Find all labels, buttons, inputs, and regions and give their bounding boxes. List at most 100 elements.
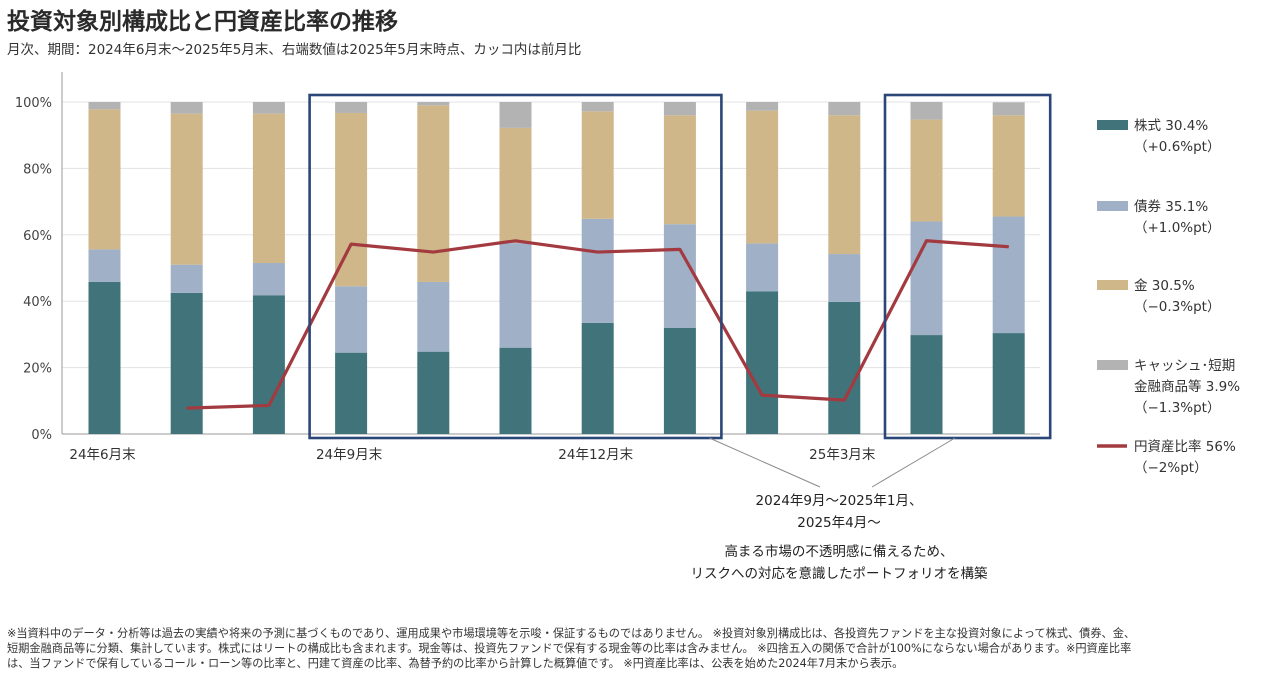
bar-segment xyxy=(910,221,943,336)
legend-label: 株式 30.4% xyxy=(1134,118,1208,134)
chart-subtitle: 月次、期間：2024年6月末～2025年5月末、右端数値は2025年5月末時点、… xyxy=(7,42,582,58)
bar-segment xyxy=(417,351,450,434)
line-point xyxy=(926,240,927,242)
bar-segment xyxy=(663,115,696,225)
highlight-box xyxy=(883,93,1052,440)
bar-segment xyxy=(252,295,285,434)
line-point xyxy=(679,248,681,250)
x-tick-label: 24年6月末 xyxy=(69,447,136,463)
y-tick-label: 80% xyxy=(23,162,52,177)
legend-swatch xyxy=(1097,280,1128,290)
line-point xyxy=(268,404,270,406)
bar-segment xyxy=(499,347,532,434)
bar-segment xyxy=(581,322,614,434)
bar-segment xyxy=(170,113,203,265)
bar-segment xyxy=(88,249,121,282)
bar-segment xyxy=(992,102,1025,116)
footnote: ※当資料中のデータ・分析等は過去の実績や将来の予測に基づくものであり、運用成果や… xyxy=(7,626,1275,671)
line-point xyxy=(515,240,516,242)
line-point xyxy=(432,251,434,253)
line-point xyxy=(843,399,845,401)
bar-segment xyxy=(663,224,696,328)
bar-segment xyxy=(417,102,450,106)
annotation-line-4: リスクへの対応を意識したポートフォリオを構築 xyxy=(691,565,988,582)
bar-segment xyxy=(828,115,861,255)
line-point xyxy=(350,243,352,245)
bar-segment xyxy=(910,119,943,222)
bar-segment xyxy=(746,243,779,292)
bar-segment xyxy=(581,111,614,219)
bar-segment xyxy=(499,243,532,348)
legend-swatch xyxy=(1097,201,1128,211)
y-tick-label: 40% xyxy=(23,295,52,310)
bar-segment xyxy=(828,301,861,434)
legend-label: （−0.3%pt） xyxy=(1134,299,1220,315)
bar-segment xyxy=(910,335,943,434)
legend-label: 円資産比率 56% xyxy=(1134,438,1236,455)
bar-segment xyxy=(992,115,1025,217)
legend-swatch xyxy=(1097,120,1128,130)
bar-segment xyxy=(335,102,368,113)
bar-segment xyxy=(581,218,614,323)
chart-title: 投資対象別構成比と円資産比率の推移 xyxy=(7,9,398,35)
legend-label: （+1.0%pt） xyxy=(1134,220,1220,236)
bar-segment xyxy=(252,263,285,296)
x-axis-ticks: 24年6月末 24年9月末 24年12月末 25年3月末 xyxy=(69,447,876,463)
footnote-line-1: ※当資料中のデータ・分析等は過去の実績や将来の予測に基づくものであり、運用成果や… xyxy=(7,627,1136,640)
bar-segment xyxy=(746,291,779,434)
bar-segment xyxy=(581,102,614,112)
bar-segment xyxy=(88,281,121,434)
legend-label: キャッシュ･短期 xyxy=(1134,358,1235,374)
annotation-line-2: 2025年4月～ xyxy=(797,515,880,531)
gridlines xyxy=(61,72,1040,435)
bar-segment xyxy=(170,292,203,434)
x-tick-label: 24年9月末 xyxy=(316,447,383,463)
footnote-line-2: 短期金融商品等に分類、集計しています。株式にはリートの構成比も含まれます。現金等… xyxy=(7,642,1132,655)
legend-label: （+0.6%pt） xyxy=(1134,139,1220,155)
bar-segment xyxy=(663,102,696,116)
bar-segment xyxy=(88,102,121,110)
bar-segment xyxy=(252,102,285,114)
bar-segment xyxy=(335,286,368,353)
legend-label: 金融商品等 3.9% xyxy=(1134,378,1240,395)
bar-segment xyxy=(746,110,779,244)
bar-segment xyxy=(910,102,943,120)
callout-line xyxy=(871,437,956,488)
legend-label: 金 30.5% xyxy=(1134,278,1195,294)
annotation: 2024年9月～2025年1月、 2025年4月～ 高まる市場の不透明感に備える… xyxy=(691,493,988,582)
line-point xyxy=(186,407,188,409)
bar-segment xyxy=(170,102,203,114)
bar-segment xyxy=(170,264,203,293)
bar-segment xyxy=(88,109,121,250)
legend-label: 債券 35.1% xyxy=(1134,199,1208,215)
bar-segment xyxy=(335,112,368,287)
bar-segment xyxy=(663,327,696,434)
callout-line xyxy=(709,437,821,488)
legend-label: （−1.3%pt） xyxy=(1134,400,1220,416)
bar-segment xyxy=(252,113,285,264)
y-tick-label: 100% xyxy=(15,96,52,111)
legend-label: （−2%pt） xyxy=(1134,460,1208,476)
highlight-boxes xyxy=(308,93,1052,488)
bar-segment xyxy=(746,102,779,111)
bar-segment xyxy=(828,102,861,116)
line-point xyxy=(1008,246,1010,248)
chart-area: 0% 20% 40% 60% 80% 100% 24年6月末 24年9月末 24年12月末 25… xyxy=(15,72,1240,582)
legend-swatch xyxy=(1097,360,1128,370)
legend: 株式 30.4% （+0.6%pt） 債券 35.1% （+1.0%pt） 金 30.5… xyxy=(1097,118,1240,476)
y-axis-ticks: 0% 20% 40% 60% 80% 100% xyxy=(15,96,52,443)
x-tick-label: 25年3月末 xyxy=(809,447,876,463)
annotation-line-3: 高まる市場の不透明感に備えるため、 xyxy=(724,543,953,560)
y-tick-label: 60% xyxy=(23,229,52,244)
bar-segment xyxy=(417,281,450,352)
bar-segment xyxy=(335,352,368,434)
annotation-line-1: 2024年9月～2025年1月、 xyxy=(756,493,923,509)
stacked-bars xyxy=(88,102,1025,434)
y-tick-label: 20% xyxy=(23,362,52,377)
bar-segment xyxy=(499,127,532,244)
bar-segment xyxy=(828,254,861,302)
line-point xyxy=(761,394,763,396)
x-tick-label: 24年12月末 xyxy=(558,447,633,463)
line-point xyxy=(597,251,599,253)
bar-segment xyxy=(499,102,532,128)
